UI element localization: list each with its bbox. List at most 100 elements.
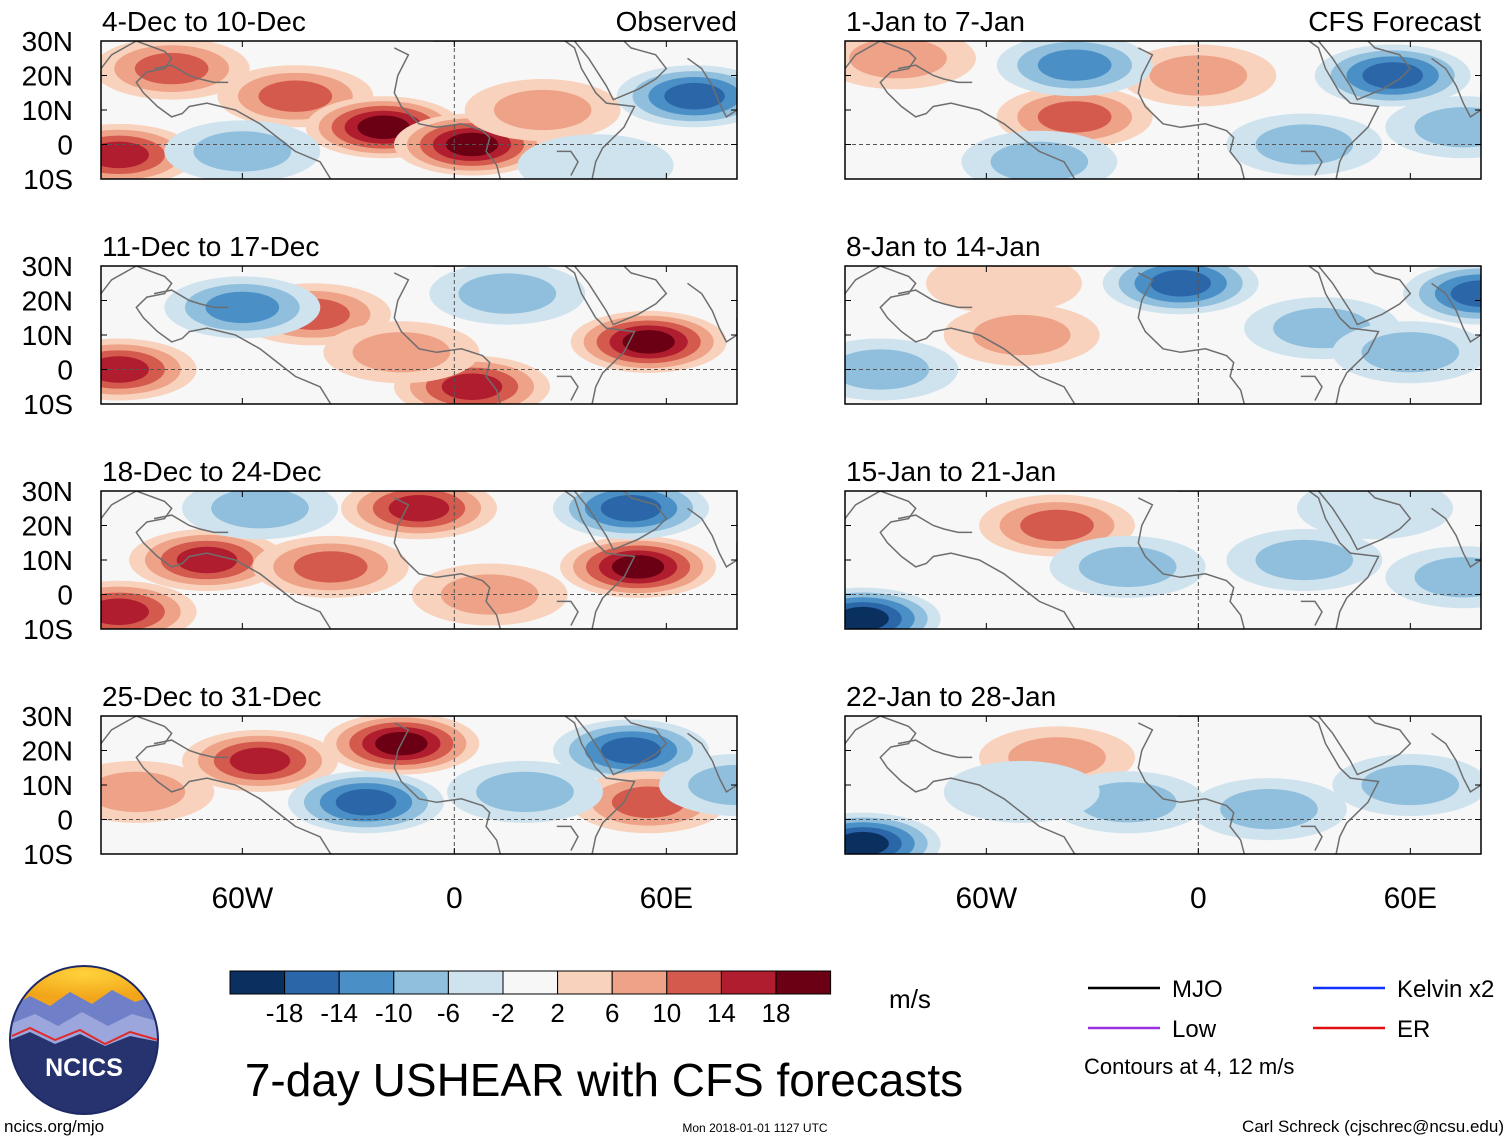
- y-tick-label: 20N: [22, 286, 73, 317]
- anomaly-cell: [493, 89, 592, 131]
- figure-title: 7-day USHEAR with CFS forecasts: [245, 1054, 963, 1106]
- logo-text: NCICS: [45, 1054, 123, 1082]
- panel-field: [101, 491, 737, 629]
- colorbar-swatch: [393, 970, 449, 995]
- coastline: [1317, 491, 1412, 551]
- coastline: [845, 266, 1076, 404]
- anomaly-cell: [845, 831, 889, 854]
- coastline: [1317, 266, 1412, 326]
- y-tick-label: 0: [57, 805, 73, 836]
- y-tick-label: 20N: [22, 511, 73, 542]
- observed-label: Observed: [616, 6, 737, 37]
- colorbar-swatch: [666, 970, 722, 995]
- coastline: [897, 289, 973, 309]
- coastline: [1137, 272, 1246, 404]
- anomaly-cell: [1450, 280, 1481, 307]
- colorbar-swatch: [557, 970, 613, 995]
- anomaly-cell: [1220, 788, 1318, 830]
- panel-period-label: 11-Dec to 17-Dec: [102, 231, 319, 262]
- coastline: [101, 491, 332, 629]
- coastline: [1137, 497, 1246, 629]
- panel-8: 22-Jan to 28-Jan: [844, 681, 1482, 855]
- colorbar-swatch: [502, 970, 559, 995]
- panel-field: [845, 266, 1481, 404]
- y-tick-label: 10N: [22, 770, 73, 801]
- coastline: [845, 716, 1076, 854]
- colorbar-swatch: [338, 970, 395, 995]
- panel-6: 8-Jan to 14-Jan: [844, 231, 1482, 405]
- colorbar-label: -10: [375, 998, 413, 1028]
- coastline: [687, 732, 737, 793]
- y-tick-label: 20N: [22, 61, 73, 92]
- colorbar-swatch: [775, 970, 832, 995]
- coastline: [153, 64, 229, 84]
- anomaly-cell: [193, 131, 292, 172]
- panel-period-label: 4-Dec to 10-Dec: [102, 6, 306, 37]
- legend-label: MJO: [1172, 976, 1223, 1003]
- y-tick-label: 30N: [22, 26, 73, 57]
- y-tick-label: 30N: [22, 701, 73, 732]
- coastline: [1317, 41, 1412, 101]
- coastline: [556, 150, 579, 176]
- contour-legend: MJO Low Kelvin x2 ER Contours at 4, 12 m/s: [1084, 976, 1494, 1079]
- anomaly-cell: [1361, 332, 1460, 373]
- coastline: [573, 491, 668, 551]
- y-tick-label: 30N: [22, 251, 73, 282]
- anomaly-cell: [1150, 269, 1211, 297]
- anomaly-cell: [1361, 764, 1460, 806]
- coastline: [897, 514, 973, 534]
- coastline: [153, 514, 229, 534]
- legend-label: Low: [1172, 1016, 1217, 1043]
- coastline: [1137, 722, 1246, 854]
- colorbar-swatch: [447, 970, 504, 995]
- coastline: [153, 739, 229, 759]
- coastline: [1317, 716, 1412, 776]
- y-tick-label: 0: [57, 130, 73, 161]
- coastline: [573, 716, 668, 776]
- colorbar-label: 18: [762, 998, 791, 1028]
- panel-period-label: 25-Dec to 31-Dec: [102, 681, 321, 712]
- y-tick-label: 10N: [22, 95, 73, 126]
- colorbar: -18 -14 -10 -6 -2 2 6 10 14 18 m/s: [229, 970, 931, 1028]
- anomaly-cell: [1037, 101, 1112, 133]
- anomaly-cell: [688, 764, 737, 806]
- coastline: [101, 41, 332, 179]
- coastline: [393, 722, 502, 854]
- footer-timestamp: Mon 2018-01-01 1127 UTC: [682, 1121, 828, 1135]
- anomaly-cell: [845, 606, 889, 629]
- colorbar-label: -14: [320, 998, 358, 1028]
- footer-credit: Carl Schreck (cjschrec@ncsu.edu): [1242, 1117, 1504, 1136]
- legend-label: ER: [1397, 1016, 1430, 1043]
- anomaly-cell: [458, 273, 557, 314]
- colorbar-label: 2: [550, 998, 564, 1028]
- panel-field: [101, 41, 737, 179]
- anomaly-cell: [1078, 782, 1177, 823]
- coastline: [1137, 47, 1246, 179]
- anomaly-cell: [176, 546, 238, 574]
- x-tick-label: 0: [1190, 882, 1207, 915]
- y-tick-label: 10S: [23, 389, 73, 420]
- colorbar-swatch: [229, 970, 286, 995]
- anomaly-cell: [352, 332, 451, 373]
- anomaly-cell: [1149, 55, 1248, 96]
- anomaly-cell: [258, 80, 333, 112]
- anomaly-cell: [972, 314, 1071, 356]
- colorbar-label: 10: [652, 998, 681, 1028]
- anomaly-cell: [1297, 491, 1453, 540]
- panel-field: [845, 491, 1481, 629]
- anomaly-cell: [1362, 62, 1423, 89]
- colorbar-swatch: [284, 970, 340, 995]
- coastline: [687, 282, 737, 343]
- panel-period-label: 22-Jan to 28-Jan: [846, 681, 1056, 712]
- anomaly-cell: [293, 551, 368, 583]
- panel-field: [101, 266, 737, 404]
- coastline: [556, 375, 579, 401]
- y-tick-label: 10N: [22, 320, 73, 351]
- anomaly-cell: [600, 737, 662, 764]
- coastline: [845, 491, 1076, 629]
- anomaly-cell: [211, 491, 309, 529]
